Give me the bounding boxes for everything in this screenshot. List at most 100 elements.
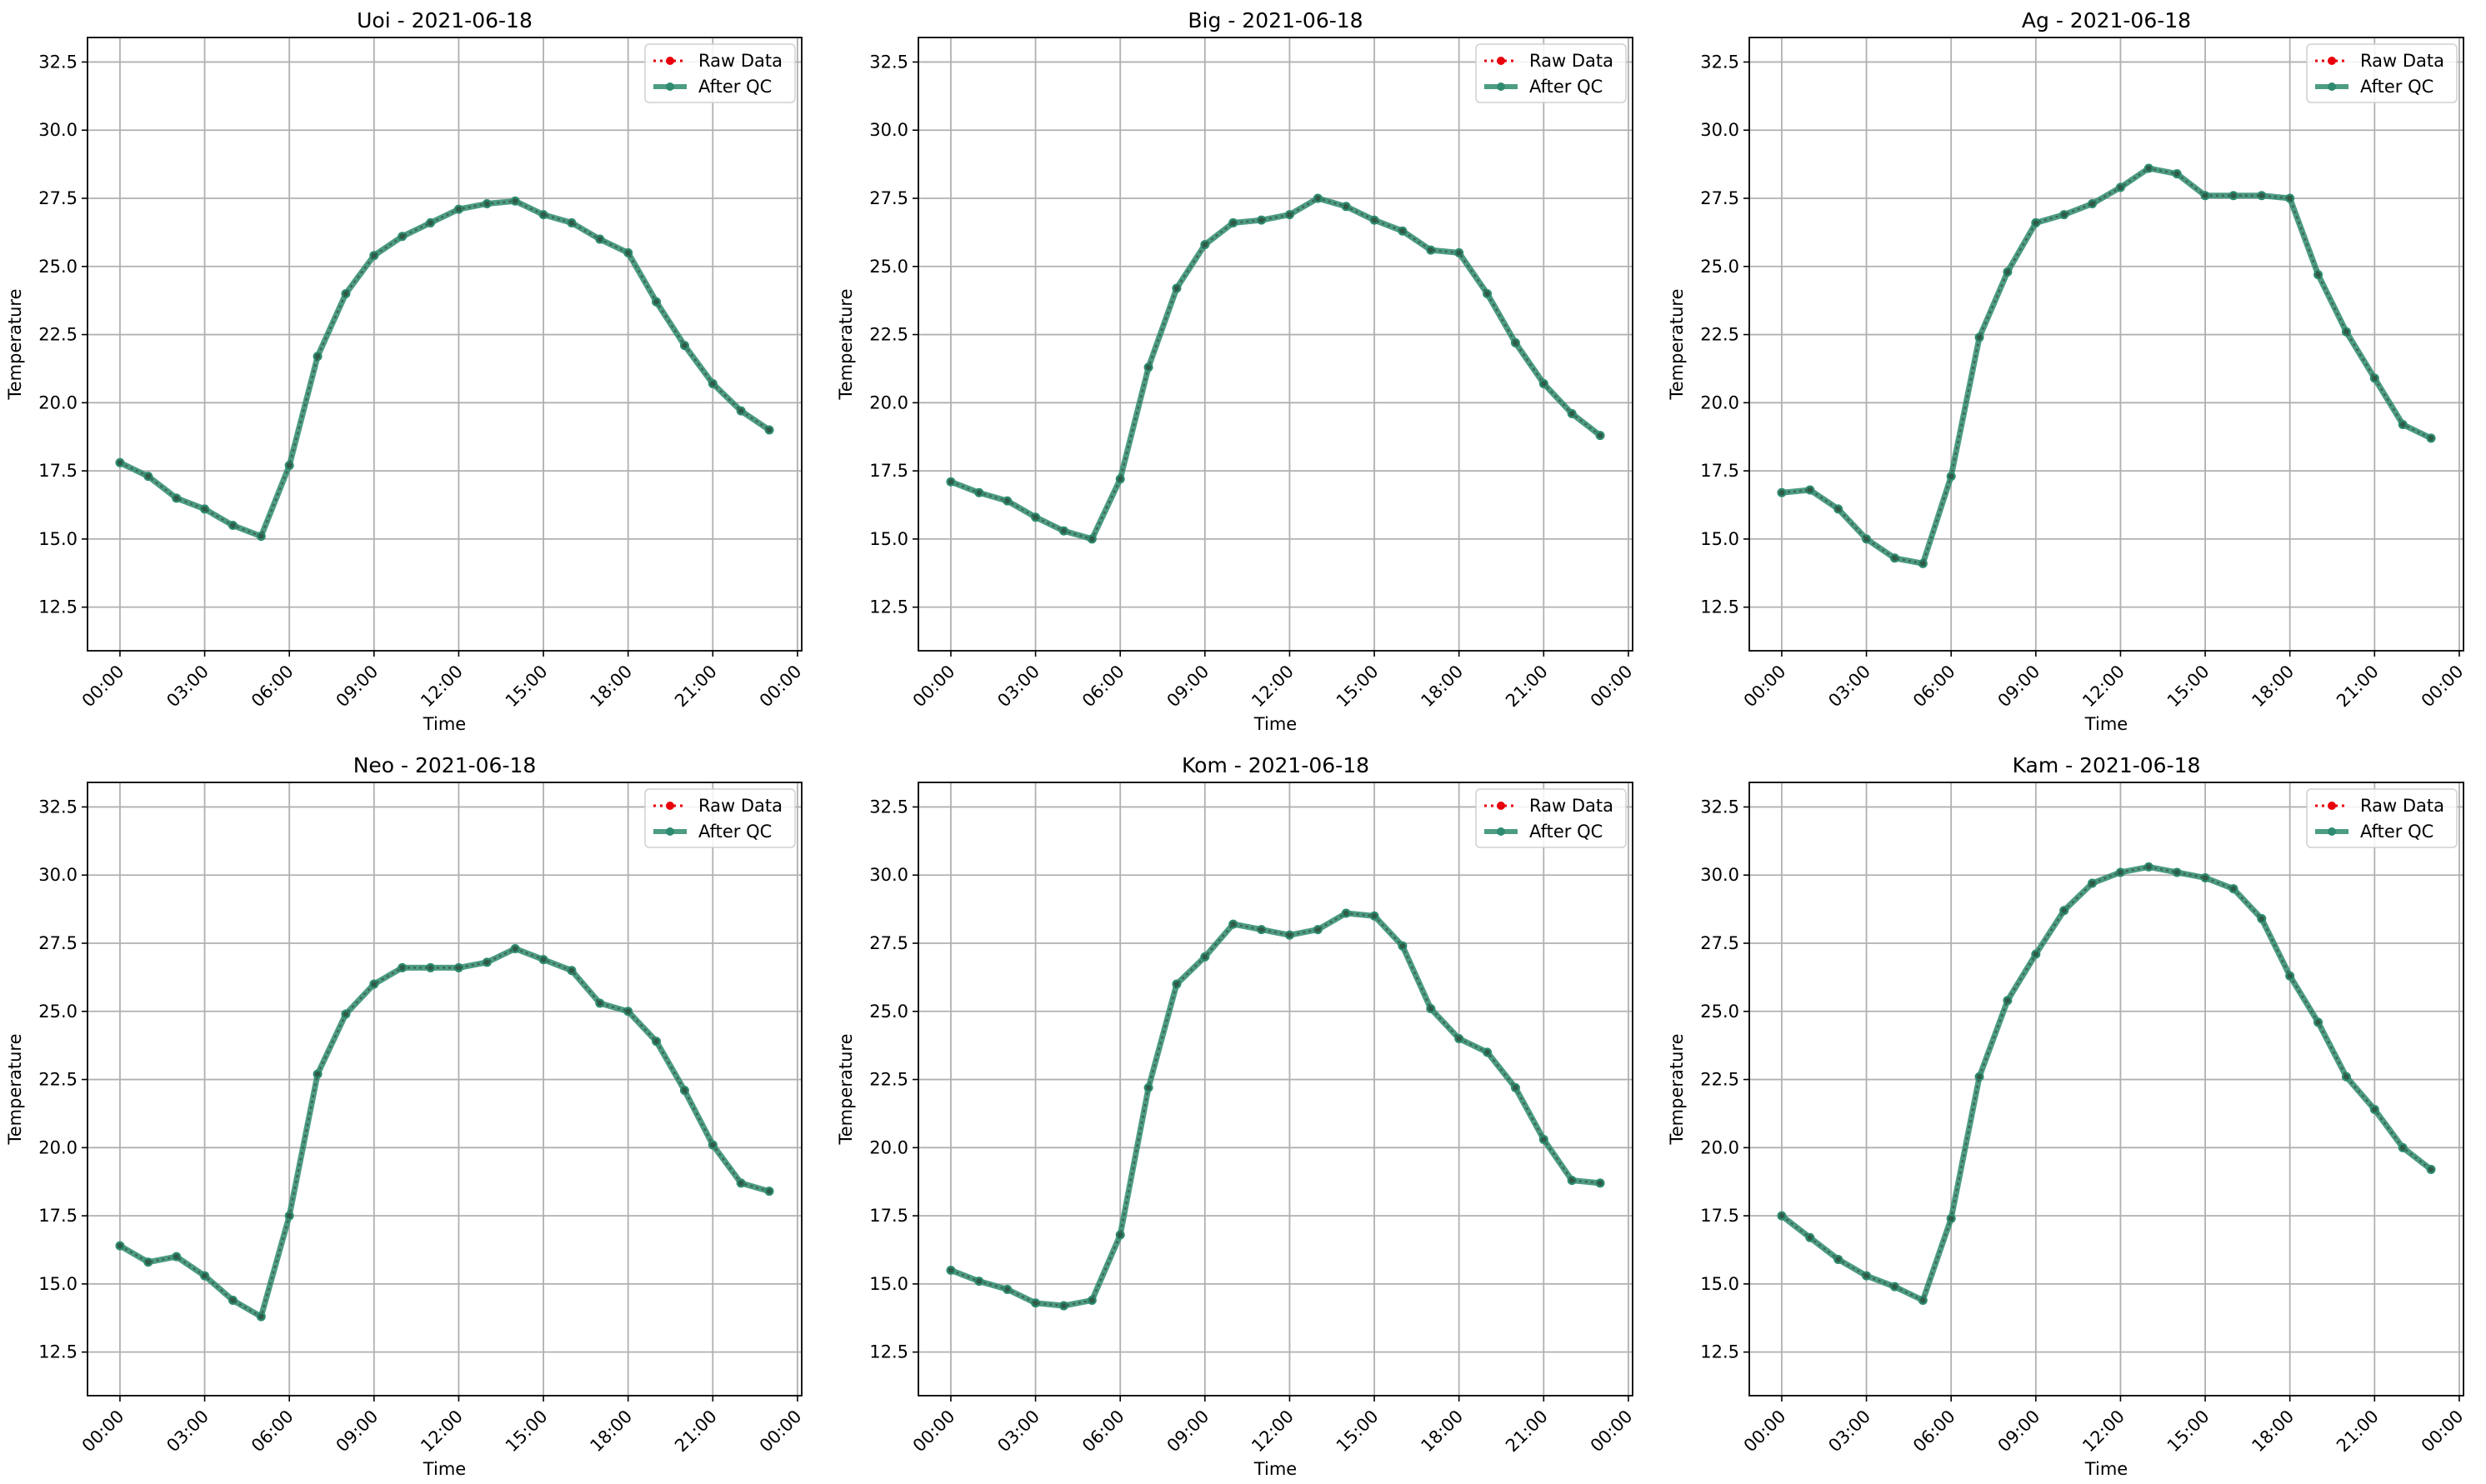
y-tick-label: 27.5 [869,933,908,953]
data-point-raw-data [1597,432,1603,438]
data-point-raw-data [456,965,462,971]
data-point-raw-data [512,946,518,952]
x-tick-label: 15:00 [2163,662,2213,712]
legend-label-after-qc: After QC [2360,77,2433,97]
data-point-raw-data [1258,217,1264,223]
data-point-raw-data [2230,192,2237,198]
data-point-raw-data [948,1267,954,1273]
y-tick-label: 12.5 [869,597,908,617]
subplot-5: 00:00 03:00 06:00 09:00 12:00 15:00 18:00 21:00… [836,753,1636,1479]
data-point-raw-data [2004,997,2011,1003]
x-tick-label: 06:00 [248,662,298,712]
data-point-raw-data [1145,1085,1152,1091]
x-tick-label: 09:00 [1994,1407,2044,1457]
subplot-title: Uoi - 2021-06-18 [357,8,533,32]
x-tick-label: 03:00 [993,1407,1043,1457]
data-point-raw-data [2033,951,2039,957]
data-point-raw-data [1920,561,1926,567]
data-point-raw-data [2146,165,2152,172]
subplot-title: Neo - 2021-06-18 [353,753,537,777]
data-point-raw-data [2061,212,2067,217]
data-point-raw-data [202,1272,208,1279]
data-point-raw-data [173,1253,179,1260]
legend: Raw Data After QC [644,788,796,848]
y-tick-label: 12.5 [38,597,78,617]
data-point-raw-data [2089,880,2095,887]
data-point-raw-data [2258,916,2265,922]
data-point-raw-data [1287,212,1293,217]
data-point-raw-data [1173,981,1180,987]
data-point-raw-data [428,965,433,971]
legend: Raw Data After QC [644,43,796,103]
data-point-raw-data [625,1008,631,1014]
x-tick-label: 18:00 [586,1407,636,1457]
y-tick-label: 15.0 [869,1274,908,1294]
data-point-raw-data [2343,1074,2349,1080]
data-point-raw-data [625,250,631,256]
y-tick-label: 17.5 [38,461,78,481]
data-point-raw-data [1061,1302,1067,1309]
y-tick-label: 32.5 [1700,52,1739,72]
legend-marker-raw-data [666,802,674,810]
y-tick-label: 27.5 [869,188,908,208]
data-point-raw-data [2118,184,2123,191]
y-tick-label: 15.0 [1700,1274,1739,1294]
y-tick-label: 17.5 [1700,1206,1739,1226]
y-tick-label: 25.0 [1700,257,1739,277]
y-tick-label: 22.5 [1700,325,1739,345]
x-axis-label: Time [423,1459,466,1479]
data-point-raw-data [371,252,378,258]
y-tick-label: 32.5 [869,797,908,817]
plot-area [1749,782,2463,1396]
legend-label-after-qc: After QC [1529,822,1603,842]
data-point-raw-data [2287,973,2293,979]
series-line-raw-data [119,947,770,1318]
data-point-raw-data [1399,943,1406,949]
data-point-raw-data [1484,1049,1490,1056]
plot-frame [918,37,1633,652]
plot-frame [1748,37,2464,652]
legend-marker-after-qc [666,82,674,91]
y-tick-label: 12.5 [1700,597,1739,617]
data-point-raw-data [314,1071,321,1077]
data-point-raw-data [2089,201,2095,207]
x-tick-label: 15:00 [2163,1407,2213,1457]
subplot-title: Kam - 2021-06-18 [2013,753,2201,777]
x-tick-label: 18:00 [1417,662,1467,712]
data-point-raw-data [1343,203,1349,210]
x-tick-label: 15:00 [502,662,552,712]
x-tick-label: 12:00 [417,662,467,712]
data-point-raw-data [1568,1177,1575,1183]
data-point-raw-data [2061,907,2067,913]
y-tick-label: 22.5 [1700,1070,1739,1090]
x-tick-label: 03:00 [993,662,1043,712]
y-tick-label: 27.5 [38,188,78,208]
x-axis-label: Time [2084,1459,2128,1479]
y-tick-label: 25.0 [38,257,78,277]
x-tick-label: 06:00 [1909,1407,1959,1457]
data-point-raw-data [2033,220,2039,226]
data-point-raw-data [1484,291,1490,297]
x-tick-label: 09:00 [333,1407,383,1457]
subplot-4: 00:00 03:00 06:00 09:00 12:00 15:00 18:00 21:00… [5,753,805,1479]
y-tick-label: 20.0 [869,1137,908,1157]
legend: Raw Data After QC [2306,788,2458,848]
data-point-raw-data [653,1038,659,1044]
data-point-raw-data [1976,1074,1983,1080]
legend-label-raw-data: Raw Data [1529,51,1613,71]
y-tick-label: 17.5 [1700,461,1739,481]
y-tick-label: 30.0 [38,865,78,885]
x-tick-label: 03:00 [1824,662,1874,712]
x-tick-label: 00:00 [1587,1407,1637,1457]
data-point-raw-data [540,212,547,217]
data-point-raw-data [2399,1145,2406,1151]
data-point-raw-data [1778,1212,1785,1219]
plot-frame [918,782,1633,1397]
data-point-raw-data [1371,217,1378,223]
y-tick-label: 30.0 [38,120,78,140]
x-axis-label: Time [1253,1459,1297,1479]
data-point-raw-data [682,1087,688,1093]
x-tick-label: 18:00 [1417,1407,1467,1457]
data-point-raw-data [1230,921,1236,927]
x-tick-label: 09:00 [1163,662,1213,712]
